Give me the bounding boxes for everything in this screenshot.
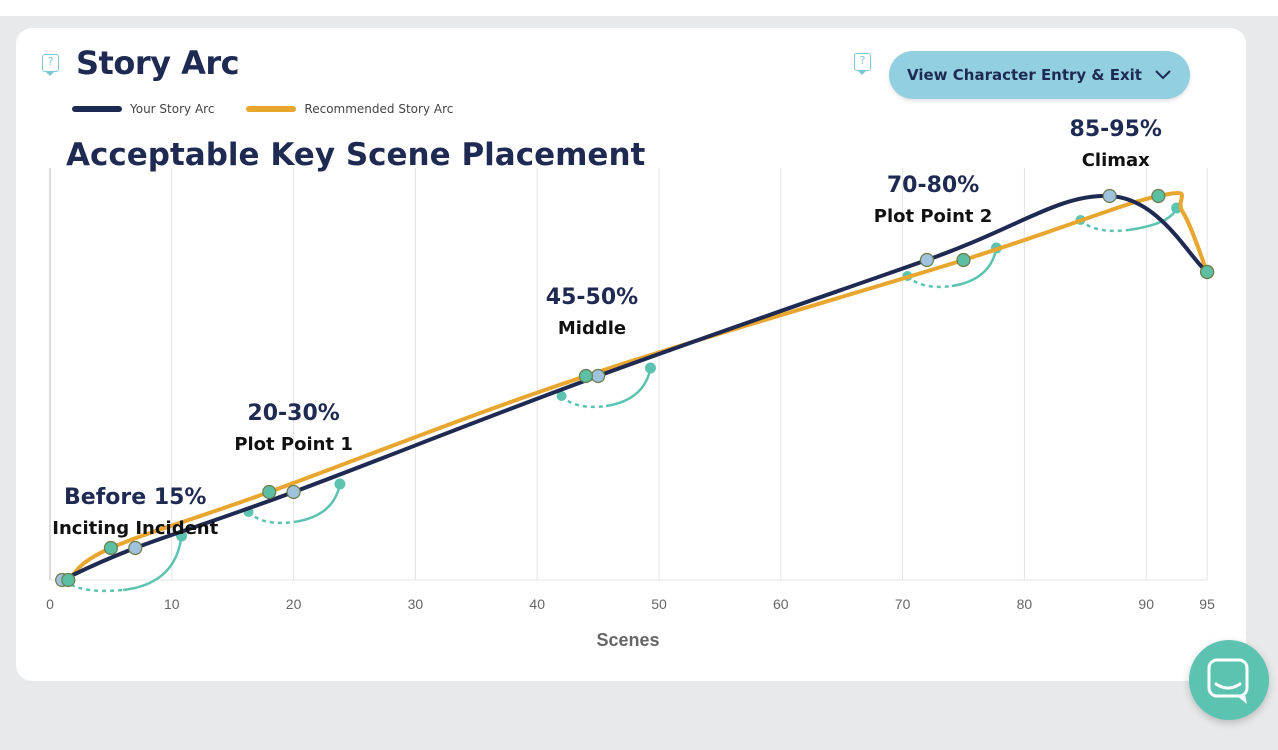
placement-range-solid bbox=[951, 247, 998, 288]
x-tick-label: 40 bbox=[529, 596, 545, 612]
annotation-label: Middle bbox=[558, 318, 626, 339]
marker-recommended-arc bbox=[578, 368, 594, 384]
marker-your-arc bbox=[286, 484, 301, 500]
placement-range-dashed bbox=[560, 395, 607, 409]
placement-range-solid bbox=[294, 483, 342, 524]
placement-range-end bbox=[644, 362, 656, 374]
annotation-percent: 20-30% bbox=[247, 401, 339, 426]
marker-recommended-arc bbox=[103, 540, 119, 556]
placement-ranges bbox=[59, 202, 1183, 593]
marker-recommended-arc bbox=[956, 252, 971, 268]
placement-range-solid bbox=[605, 367, 652, 408]
placement-range-start bbox=[556, 391, 567, 401]
x-tick-label: 90 bbox=[1138, 596, 1154, 612]
x-tick-label: 30 bbox=[408, 596, 424, 612]
help-icon[interactable]: ? bbox=[42, 54, 59, 76]
annotation-label: Climax bbox=[1082, 150, 1150, 171]
page-title: Story Arc bbox=[76, 44, 240, 82]
placement-range-solid bbox=[122, 535, 183, 592]
x-tick-label: 95 bbox=[1199, 596, 1215, 612]
legend-label-your-arc: Your Story Arc bbox=[130, 102, 215, 116]
placement-range-dashed bbox=[247, 511, 295, 525]
x-axis-ticks: 0 10 20 30 40 50 60 70 80 90 95 bbox=[46, 596, 1215, 612]
marker-recommended-arc bbox=[262, 484, 277, 500]
chevron-down-icon bbox=[1155, 70, 1171, 80]
marker-your-arc bbox=[128, 540, 143, 556]
chart-grid bbox=[49, 168, 1208, 581]
x-axis-label: Scenes bbox=[596, 630, 659, 650]
x-tick-label: 20 bbox=[286, 596, 302, 612]
series-line-recommended-arc bbox=[66, 191, 1210, 582]
legend-label-recommended-arc: Recommended Story Arc bbox=[304, 102, 454, 116]
x-tick-label: 60 bbox=[773, 596, 789, 612]
legend-item-your-arc[interactable]: Your Story Arc bbox=[72, 102, 214, 116]
placement-range-end bbox=[334, 478, 346, 490]
help-icon-secondary[interactable]: ? bbox=[854, 53, 871, 75]
x-tick-label: 10 bbox=[164, 596, 180, 612]
x-tick-label: 70 bbox=[895, 596, 911, 612]
story-arc-card bbox=[16, 28, 1246, 681]
x-tick-label: 50 bbox=[651, 596, 667, 612]
view-character-entry-exit-button[interactable]: View Character Entry & Exit bbox=[889, 51, 1190, 99]
placement-range-dashed bbox=[906, 275, 953, 289]
marker-recommended-arc bbox=[1151, 188, 1166, 204]
marker-your-arc bbox=[1102, 188, 1117, 204]
chart-annotations: Before 15% Inciting Incident 20-30% Plot Po… bbox=[52, 117, 1162, 539]
chat-launcher-button[interactable] bbox=[1189, 640, 1269, 720]
annotation-percent: Before 15% bbox=[64, 485, 206, 510]
legend-item-recommended-arc[interactable]: Recommended Story Arc bbox=[246, 102, 453, 116]
x-tick-label: 80 bbox=[1017, 596, 1033, 612]
annotation-label: Inciting Incident bbox=[52, 518, 218, 539]
annotation-percent: 85-95% bbox=[1070, 117, 1162, 142]
marker-recommended-arc bbox=[61, 572, 76, 588]
placement-range-dashed bbox=[1079, 219, 1129, 233]
marker-recommended-arc bbox=[1199, 264, 1215, 280]
legend-swatch-recommended-arc bbox=[246, 106, 297, 112]
marker-your-arc bbox=[919, 252, 935, 268]
annotation-percent: 70-80% bbox=[887, 173, 979, 198]
legend-swatch-your-arc bbox=[72, 106, 122, 112]
marker-your-arc bbox=[590, 368, 606, 384]
chart-subtitle: Acceptable Key Scene Placement bbox=[66, 137, 646, 173]
annotation-label: Plot Point 2 bbox=[874, 206, 993, 227]
chart-series bbox=[60, 191, 1210, 582]
view-button-label: View Character Entry & Exit bbox=[907, 66, 1142, 84]
x-tick-label: 0 bbox=[46, 596, 54, 612]
chat-icon bbox=[1207, 658, 1249, 704]
chart-legend: Your Story Arc Recommended Story Arc bbox=[72, 102, 485, 116]
annotation-percent: 45-50% bbox=[546, 285, 638, 310]
top-band bbox=[0, 0, 1278, 16]
annotation-label: Plot Point 1 bbox=[234, 434, 353, 455]
chart-markers bbox=[55, 188, 1215, 588]
series-line-your-arc bbox=[60, 193, 1210, 582]
